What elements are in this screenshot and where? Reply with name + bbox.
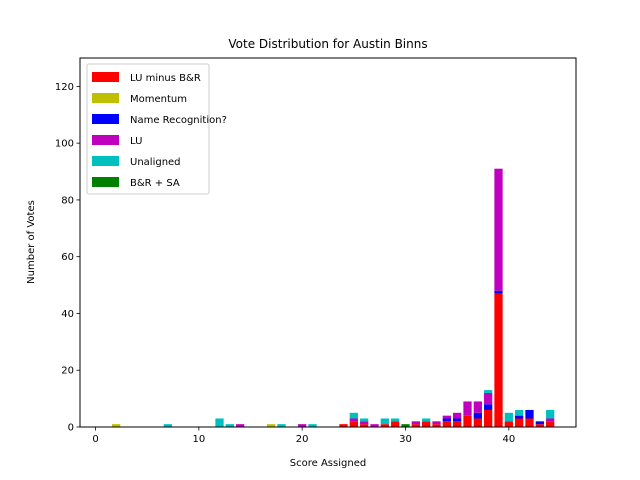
bar-lu-minus-b-r-32 [422,421,431,427]
bar-lu-14 [236,424,245,427]
bar-lu-minus-b-r-25 [349,421,358,427]
bar-unaligned-7 [163,424,172,427]
bar-lu-minus-b-r-35 [453,421,462,427]
bar-lu-44 [546,418,555,422]
bar-lu-minus-b-r-37 [473,418,482,427]
y-tick-label-40: 40 [61,309,74,320]
bar-unaligned-29 [391,418,400,422]
y-tick-label-120: 120 [55,82,74,93]
bar-unaligned-12 [215,418,224,427]
bar-lu-35 [453,412,462,419]
bar-name-recognition-37 [473,412,482,419]
legend-swatch-name-recognition [92,114,119,124]
plot-frame [79,57,577,428]
bar-momentum-2 [112,424,121,427]
x-tick-label-20: 20 [296,434,309,445]
bar-lu-minus-b-r-33 [432,424,441,427]
bar-unaligned-13 [225,424,234,427]
bar-unaligned-40 [504,412,513,422]
bar-name-recognition-42 [525,409,534,419]
bar-unaligned-21 [308,424,317,427]
bar-name-recognition-39 [494,290,503,294]
bar-lu-minus-b-r-44 [546,421,555,427]
bar-lu-20 [298,424,307,427]
bar-lu-37 [473,401,482,413]
y-axis-label: Number of Votes [26,200,37,284]
legend-label-lu-minus-b-r: LU minus B&R [130,73,201,84]
bar-name-recognition-43 [535,421,544,425]
y-tick-label-60: 60 [61,252,74,263]
bar-lu-26 [360,421,369,425]
y-tick-label-0: 0 [68,423,74,434]
bar-lu-minus-b-r-41 [515,418,524,427]
legend-swatch-unaligned [92,156,119,166]
bar-lu-25 [349,418,358,422]
bar-unaligned-26 [360,418,369,422]
bar-lu-minus-b-r-29 [391,421,400,427]
y-tick-label-20: 20 [61,366,74,377]
bar-lu-38 [484,392,493,405]
bar-lu-minus-b-r-40 [504,421,513,427]
bar-unaligned-38 [484,390,493,393]
bar-momentum-17 [267,424,276,427]
y-tick-label-100: 100 [55,139,74,150]
x-tick-label-30: 30 [399,434,412,445]
bar-lu-minus-b-r-24 [339,424,348,427]
chart-title: Vote Distribution for Austin Binns [228,37,427,51]
x-tick-label-40: 40 [502,434,515,445]
bar-name-recognition-34 [442,418,451,422]
legend-swatch-lu [92,135,119,145]
legend-label-momentum: Momentum [130,94,187,105]
bar-lu-minus-b-r-39 [494,293,503,427]
bar-unaligned-18 [277,424,286,427]
bar-lu-36 [463,401,472,416]
legend-label-b-r-sa: B&R + SA [130,178,180,189]
bar-unaligned-28 [380,418,389,425]
x-tick-label-10: 10 [192,434,205,445]
bar-b-r-sa-30 [401,424,410,427]
legend-label-lu: LU [130,136,142,147]
bar-lu-minus-b-r-26 [360,424,369,427]
bar-lu-39 [494,168,503,291]
legend-swatch-momentum [92,93,119,103]
bar-name-recognition-38 [484,404,493,410]
bar-unaligned-25 [349,412,358,419]
bar-lu-minus-b-r-43 [535,424,544,427]
legend-swatch-lu-minus-b-r [92,72,119,82]
bar-lu-minus-b-r-34 [442,421,451,427]
bar-lu-minus-b-r-28 [380,424,389,427]
bar-lu-27 [370,424,379,427]
bar-lu-minus-b-r-38 [484,409,493,427]
bars-layer [112,168,555,427]
bar-unaligned-44 [546,409,555,419]
bar-lu-34 [442,415,451,419]
bar-name-recognition-41 [515,415,524,419]
legend-label-unaligned: Unaligned [130,157,181,168]
bar-lu-minus-b-r-31 [411,424,420,427]
legend-swatch-b-r-sa [92,177,119,187]
x-tick-label-0: 0 [92,434,98,445]
x-axis-label: Score Assigned [290,458,366,469]
bar-lu-31 [411,421,420,425]
y-axis-ticks: 0 20 40 60 80 100 120 [55,82,80,434]
bar-unaligned-41 [515,409,524,416]
bar-unaligned-32 [422,418,431,422]
bar-lu-33 [432,421,441,425]
bar-lu-minus-b-r-42 [525,418,534,427]
bar-name-recognition-35 [453,418,462,422]
bar-lu-minus-b-r-36 [463,415,472,427]
legend-label-name-recognition: Name Recognition? [130,115,227,126]
legend: LU minus B&R Momentum Name Recognition? LU U… [86,63,227,195]
y-tick-label-80: 80 [61,195,74,206]
x-axis-ticks: 0 10 20 30 40 [92,427,515,445]
